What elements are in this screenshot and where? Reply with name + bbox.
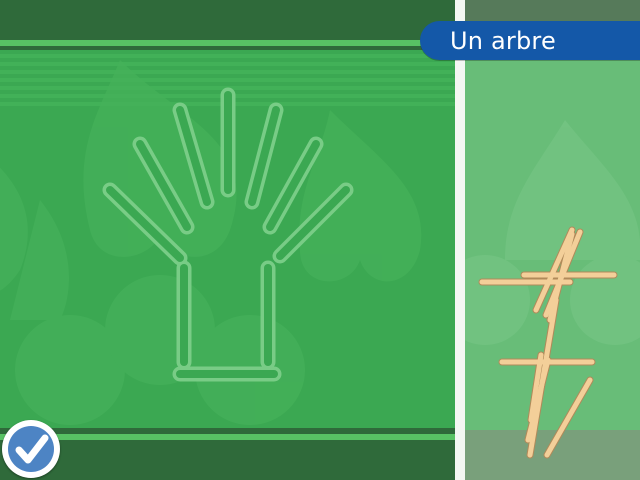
- puzzle-title-tag: [420, 21, 640, 60]
- stick-tray: [465, 0, 640, 480]
- matchstick[interactable]: [525, 357, 551, 443]
- matchstick[interactable]: [533, 227, 575, 313]
- puzzle-board: [0, 0, 455, 480]
- target-shape-outline: [102, 87, 354, 382]
- tray-bottom-band: [465, 430, 640, 480]
- tray-top-band: [465, 0, 640, 22]
- checkmark-icon: [15, 434, 49, 464]
- matchstick[interactable]: [544, 377, 593, 458]
- validate-button[interactable]: [2, 420, 60, 478]
- board-divider: [455, 0, 465, 480]
- board-bottom-stripe-dark: [0, 428, 455, 434]
- puzzle-title: Un arbre: [450, 27, 556, 55]
- board-top-band: [0, 0, 455, 40]
- tray-background-pattern: [465, 120, 640, 345]
- board-bottom-stripe: [0, 434, 455, 440]
- matchstick[interactable]: [528, 352, 544, 423]
- board-top-stripe-dark: [0, 46, 455, 50]
- board-top-stripe: [0, 40, 455, 46]
- board-bottom-band: [0, 440, 455, 480]
